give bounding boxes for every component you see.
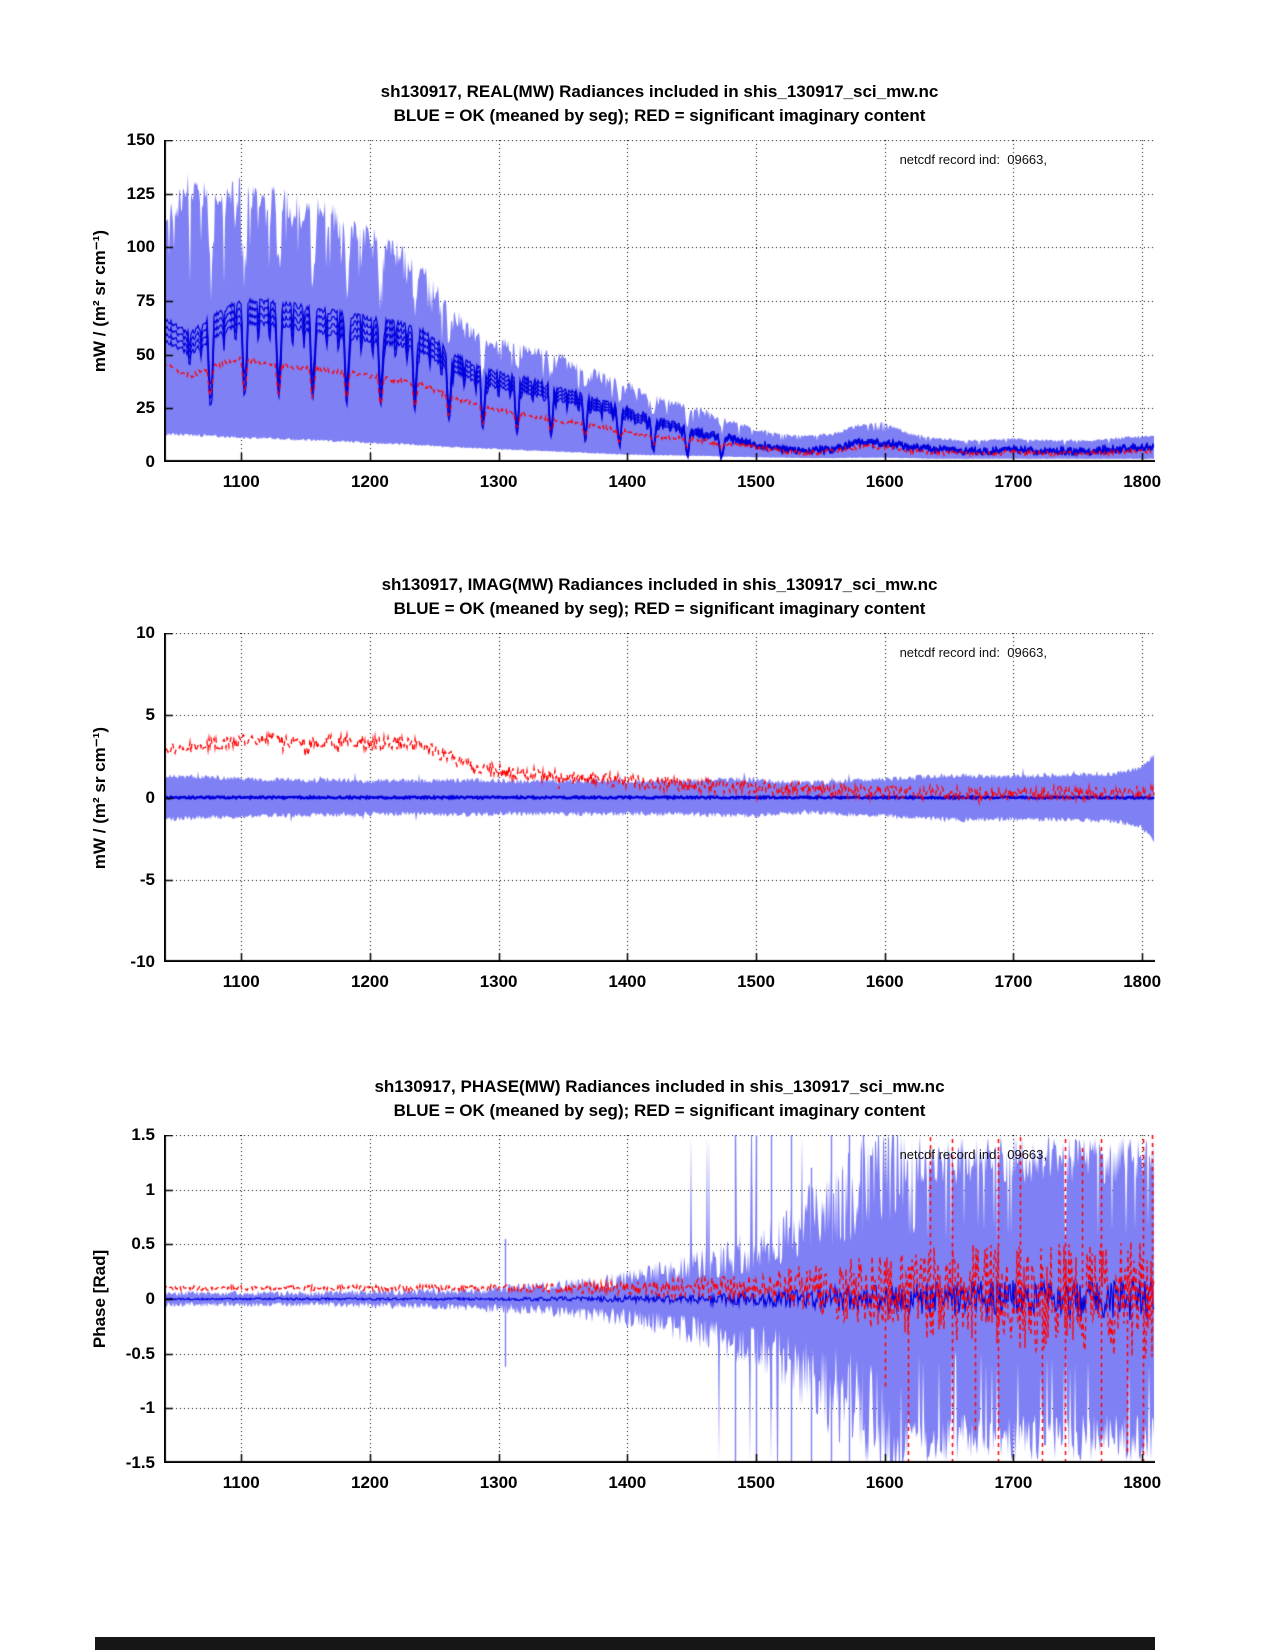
netcdf-annotation-imag: netcdf record ind: 09663,	[899, 645, 1047, 660]
y-tick-label: -10	[130, 952, 155, 971]
y-tick-label: 50	[136, 344, 155, 364]
plot-canvas-phase	[164, 1135, 1155, 1463]
x-tick-label: 1600	[865, 972, 904, 991]
x-tick-label: 1200	[351, 972, 389, 991]
axes-real: netcdf record ind: 09663,	[164, 140, 1155, 462]
y-tick-label: -1	[139, 1398, 155, 1418]
x-tick-label: 1800	[1123, 1473, 1162, 1492]
x-tick-label: 1500	[737, 972, 775, 991]
y-tick-label: 5	[145, 705, 155, 725]
x-tick-label: 1800	[1123, 472, 1162, 491]
chart-subtitle-real: BLUE = OK (meaned by seg); RED = signifi…	[393, 106, 926, 125]
x-tick-label: 1200	[351, 472, 389, 491]
y-tick-label: 1	[145, 1179, 155, 1199]
x-tick-label: 1700	[994, 1473, 1033, 1492]
x-tick-label: 1300	[479, 1473, 518, 1492]
y-tick-label: 150	[126, 130, 155, 149]
x-tick-label: 1800	[1123, 972, 1162, 991]
x-tick-label: 1400	[608, 472, 647, 491]
x-tick-label: 1500	[737, 1473, 775, 1492]
netcdf-annotation-phase: netcdf record ind: 09663,	[899, 1147, 1047, 1162]
x-tick-label: 1100	[222, 972, 260, 991]
x-tick-label: 1100	[222, 472, 260, 491]
y-tick-label: 100	[126, 237, 155, 257]
chart-title-real: sh130917, REAL(MW) Radiances included in…	[380, 82, 939, 101]
chart-title-phase: sh130917, PHASE(MW) Radiances included i…	[374, 1077, 945, 1096]
x-tick-label: 1700	[994, 972, 1033, 991]
y-tick-label: 25	[136, 398, 155, 418]
y-tick-label: -1.5	[125, 1453, 155, 1472]
x-tick-label: 1700	[994, 472, 1033, 491]
x-tick-label: 1300	[479, 972, 518, 991]
y-tick-label: 0.5	[131, 1234, 155, 1254]
x-tick-label: 1200	[351, 1473, 389, 1492]
x-tick-label: 1400	[608, 1473, 647, 1492]
y-tick-label: 0	[145, 452, 155, 471]
x-tick-label: 1600	[865, 1473, 904, 1492]
x-tick-label: 1300	[479, 472, 518, 491]
chart-subtitle-phase: BLUE = OK (meaned by seg); RED = signifi…	[393, 1101, 926, 1120]
x-tick-label: 1600	[865, 472, 904, 491]
y-tick-label: 125	[126, 183, 155, 203]
axes-phase: netcdf record ind: 09663,	[164, 1135, 1155, 1463]
y-tick-label: 75	[136, 291, 155, 310]
y-tick-label: -0.5	[125, 1343, 155, 1363]
x-tick-label: 1100	[222, 1473, 260, 1492]
y-tick-label: 0	[145, 787, 155, 807]
chart-subtitle-imag: BLUE = OK (meaned by seg); RED = signifi…	[393, 599, 926, 618]
axes-imag: netcdf record ind: 09663,	[164, 633, 1155, 962]
x-tick-label: 1500	[737, 472, 775, 491]
y-tick-label: 0	[145, 1289, 155, 1308]
y-tick-label: 1.5	[131, 1125, 155, 1144]
plot-canvas-real	[164, 140, 1155, 462]
x-tick-label: 1400	[608, 972, 647, 991]
y-tick-label: -5	[139, 869, 155, 889]
bottom-bar	[95, 1637, 1155, 1650]
y-tick-label: 10	[136, 623, 155, 642]
chart-title-imag: sh130917, IMAG(MW) Radiances included in…	[381, 575, 938, 594]
plot-canvas-imag	[164, 633, 1155, 962]
netcdf-annotation-real: netcdf record ind: 09663,	[899, 152, 1047, 167]
